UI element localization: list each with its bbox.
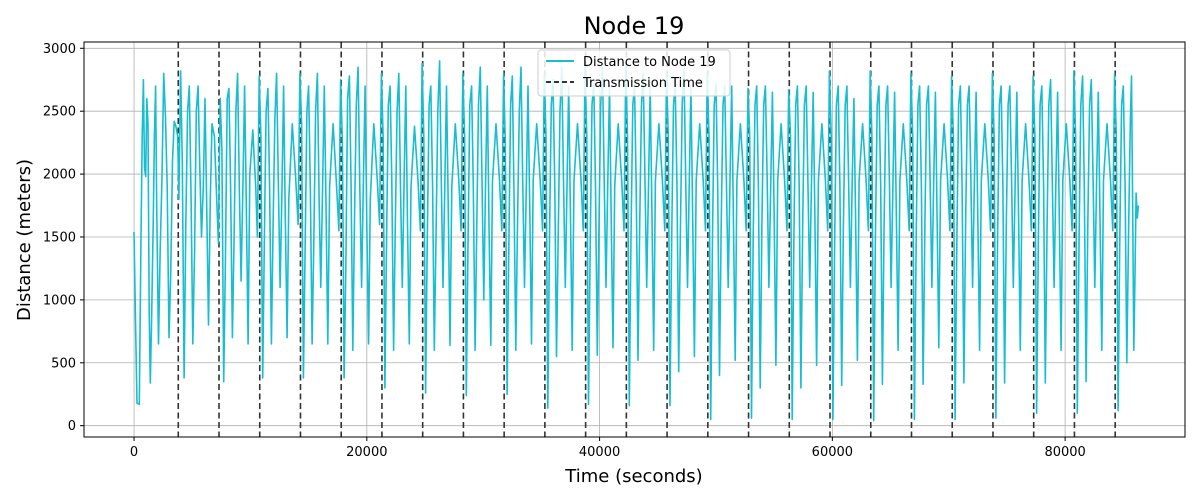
y-tick-label: 3000 [43,42,76,57]
y-tick-label: 500 [51,356,76,371]
x-tick-label: 0 [130,445,138,460]
x-tick-label: 60000 [812,445,853,460]
x-tick-label: 80000 [1044,445,1085,460]
plot-frame [83,41,1186,438]
y-tick-label: 2500 [43,105,76,120]
series-line-distance [133,60,1140,422]
y-axis-label: Distance (meters) [14,159,35,321]
x-axis-label: Time (seconds) [564,466,702,487]
x-tick-label: 40000 [579,445,620,460]
y-tick-label: 0 [68,419,76,434]
x-tick-label: 20000 [346,445,387,460]
y-tick-label: 1000 [43,293,76,308]
legend-box [537,49,731,97]
chart-title: Node 19 [584,12,685,40]
legend-label-distance: Distance to Node 19 [583,55,716,70]
series-layer [133,60,1140,422]
y-axis-ticks: 0 500 1000 1500 2000 2500 3000 [43,42,84,434]
y-tick-label: 2000 [43,168,76,183]
y-tick-label: 1500 [43,230,76,245]
legend: Distance to Node 19 Transmission Time [537,49,731,97]
legend-label-transmission: Transmission Time [582,76,703,91]
x-axis-ticks: 0 20000 40000 60000 80000 [130,437,1086,460]
